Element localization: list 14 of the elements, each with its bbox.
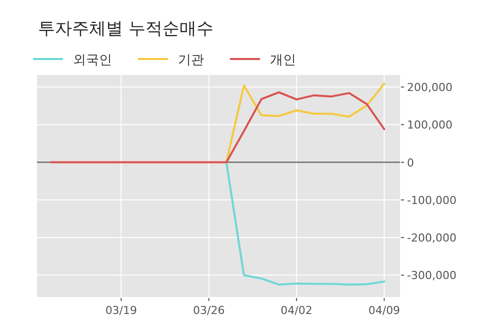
y-tick-label: 200,000 <box>407 81 452 94</box>
legend-label: 외국인 <box>73 53 112 68</box>
title: 투자주체별 누적순매수 <box>38 19 214 39</box>
x-tick-label: 04/02 <box>280 304 312 317</box>
legend-label: 기관 <box>178 53 204 68</box>
legend-label: 개인 <box>270 53 296 68</box>
y-tick-label: -200,000 <box>407 232 456 245</box>
x-tick-label: 03/26 <box>193 304 225 317</box>
y-tick-label: 0 <box>407 156 414 170</box>
x-tick-label: 04/09 <box>368 304 400 317</box>
x-tick-label: 03/19 <box>105 304 138 317</box>
y-tick-label: -100,000 <box>407 194 456 207</box>
y-tick-label: 100,000 <box>407 118 452 132</box>
y-tick-label: -300,000 <box>407 269 456 282</box>
